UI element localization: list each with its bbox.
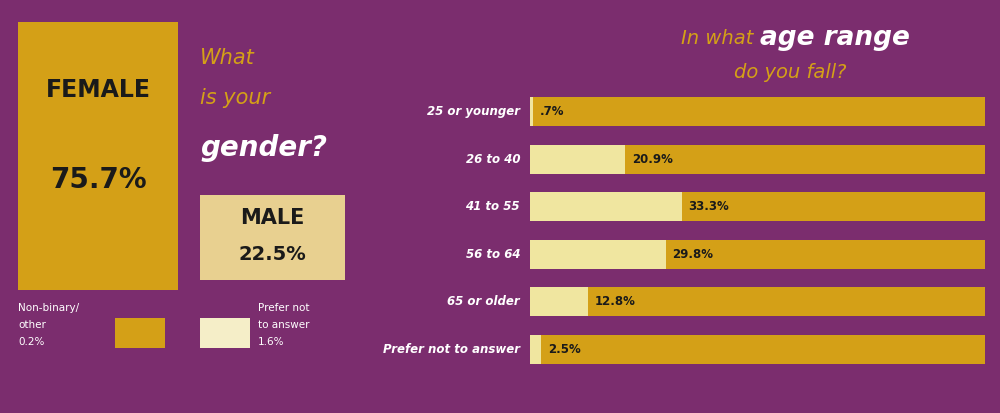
- Text: 65 or older: 65 or older: [447, 295, 520, 308]
- Bar: [682, 192, 985, 221]
- Bar: [666, 240, 985, 269]
- Text: gender?: gender?: [200, 134, 327, 162]
- Bar: [530, 192, 682, 221]
- Text: FEMALE: FEMALE: [46, 78, 150, 102]
- Text: Non-binary/: Non-binary/: [18, 303, 79, 313]
- Text: 22.5%: 22.5%: [238, 245, 306, 264]
- Text: age range: age range: [760, 25, 910, 51]
- Text: Prefer not to answer: Prefer not to answer: [383, 343, 520, 356]
- Text: to answer: to answer: [258, 320, 310, 330]
- Text: 41 to 55: 41 to 55: [466, 200, 520, 213]
- Bar: [530, 97, 533, 126]
- Text: 2.5%: 2.5%: [548, 343, 581, 356]
- Text: 0.2%: 0.2%: [18, 337, 44, 347]
- Text: Prefer not: Prefer not: [258, 303, 310, 313]
- Bar: [530, 335, 541, 364]
- Text: other: other: [18, 320, 46, 330]
- Bar: [530, 287, 588, 316]
- Bar: [588, 287, 985, 316]
- Text: 25 or younger: 25 or younger: [427, 105, 520, 118]
- Text: 20.9%: 20.9%: [632, 153, 673, 166]
- Bar: [530, 240, 666, 269]
- Text: 1.6%: 1.6%: [258, 337, 285, 347]
- Text: .7%: .7%: [540, 105, 565, 118]
- Text: is your: is your: [200, 88, 270, 108]
- Text: 26 to 40: 26 to 40: [466, 153, 520, 166]
- Text: 75.7%: 75.7%: [50, 166, 146, 194]
- Text: 33.3%: 33.3%: [688, 200, 729, 213]
- Text: 29.8%: 29.8%: [672, 248, 713, 261]
- Text: What: What: [200, 48, 255, 68]
- Text: MALE: MALE: [240, 208, 304, 228]
- Text: 12.8%: 12.8%: [595, 295, 636, 308]
- Bar: [530, 145, 625, 174]
- Bar: [541, 335, 985, 364]
- Bar: [533, 97, 985, 126]
- Text: do you fall?: do you fall?: [734, 64, 846, 83]
- Bar: [625, 145, 985, 174]
- Text: 56 to 64: 56 to 64: [466, 248, 520, 261]
- Text: In what: In what: [681, 28, 760, 47]
